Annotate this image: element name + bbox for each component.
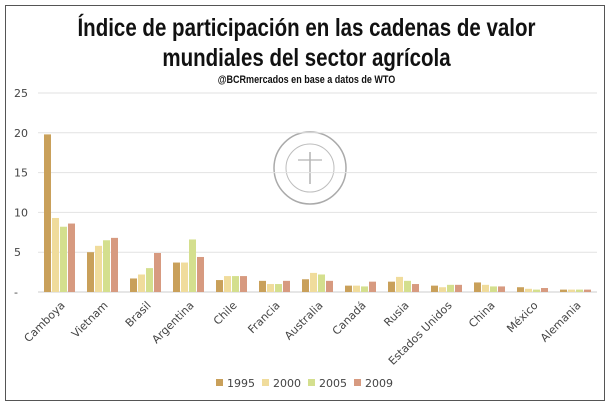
bar-1995	[87, 252, 94, 292]
bar-2009	[326, 280, 333, 292]
bar-2000	[95, 245, 102, 292]
chart-title-line2: mundiales del sector agrícola	[162, 44, 451, 72]
bar-2000	[525, 288, 532, 292]
bar-2000	[310, 272, 317, 292]
x-tick-label: Rusia	[381, 299, 411, 329]
bar-2009	[541, 288, 548, 292]
bar-1995	[216, 280, 223, 292]
y-tick-label: 10	[14, 206, 28, 219]
bar-1995	[388, 281, 395, 292]
bar-2009	[584, 289, 591, 292]
y-tick-label: 25	[14, 87, 28, 100]
x-tick-label: Canadá	[330, 299, 369, 338]
bar-2000	[439, 287, 446, 292]
legend-label: 2005	[319, 377, 347, 390]
bar-2005	[404, 280, 411, 292]
bar-2005	[275, 284, 282, 292]
legend-swatch-1995	[216, 379, 223, 386]
watermark-seal	[273, 131, 347, 205]
bar-2000	[396, 276, 403, 292]
legend-label: 2009	[365, 377, 393, 390]
bar-2000	[568, 289, 575, 292]
x-tick-label: Australia	[282, 299, 326, 343]
bar-2000	[181, 262, 188, 292]
bar-2009	[197, 256, 204, 292]
x-tick-label: Vietnam	[69, 299, 111, 341]
bar-2000	[138, 274, 145, 292]
bar-1995	[302, 279, 309, 292]
bar-1995	[259, 280, 266, 292]
bar-1995	[431, 285, 438, 292]
chart-frame	[5, 5, 605, 401]
y-tick-label: 20	[14, 127, 28, 140]
legend-swatch-2009	[354, 379, 361, 386]
x-tick-label: México	[504, 299, 541, 336]
x-tick-label: Chile	[211, 299, 240, 328]
y-tick-label: 5	[14, 246, 21, 259]
bar-2005	[576, 289, 583, 292]
x-tick-label: Argentina	[149, 299, 196, 346]
bar-2005	[533, 289, 540, 292]
bar-1995	[517, 287, 524, 292]
bar-2000	[224, 276, 231, 292]
bar-2000	[353, 285, 360, 292]
x-tick-label: Alemania	[538, 299, 584, 345]
chart-title: Índice de participación en las cadenas d…	[77, 14, 536, 42]
y-tick-label: -	[14, 286, 18, 299]
x-tick-label: Brasil	[123, 299, 154, 330]
bar-1995	[474, 282, 481, 292]
bar-2009	[111, 237, 118, 292]
bar-2009	[412, 284, 419, 292]
bar-2005	[318, 274, 325, 292]
bar-2005	[447, 284, 454, 292]
x-tick-label: China	[466, 299, 497, 330]
bar-2009	[154, 252, 161, 292]
bar-2005	[232, 276, 239, 292]
legend-label: 1995	[227, 377, 255, 390]
bar-1995	[560, 289, 567, 292]
bar-1995	[130, 278, 137, 292]
bar-1995	[173, 262, 180, 292]
bar-2009	[369, 281, 376, 292]
legend-swatch-2005	[308, 379, 315, 386]
bar-2009	[498, 286, 505, 292]
bar-2009	[68, 223, 75, 292]
bar-2009	[240, 276, 247, 292]
bar-1995	[345, 285, 352, 292]
legend-label: 2000	[273, 377, 301, 390]
x-tick-label: Camboya	[22, 299, 68, 345]
bar-2005	[103, 240, 110, 292]
bar-2005	[189, 239, 196, 292]
bar-2005	[490, 286, 497, 292]
bar-2000	[482, 284, 489, 292]
bar-2009	[455, 284, 462, 292]
bar-2005	[361, 286, 368, 292]
bar-2009	[283, 280, 290, 292]
bar-2005	[146, 268, 153, 292]
y-tick-label: 15	[14, 167, 28, 180]
legend-swatch-2000	[262, 379, 269, 386]
bar-2000	[52, 217, 59, 292]
chart-subtitle: @BCRmercados en base a datos de WTO	[217, 74, 396, 86]
bar-2005	[60, 226, 67, 292]
bar-2000	[267, 284, 274, 292]
bar-1995	[44, 134, 51, 292]
x-tick-label: Francia	[245, 299, 282, 336]
